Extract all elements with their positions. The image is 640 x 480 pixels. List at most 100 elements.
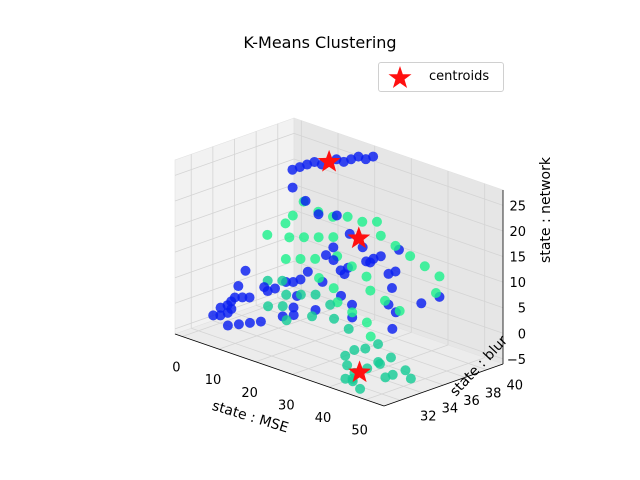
z-tick-label: 10 bbox=[509, 276, 526, 291]
data-point bbox=[343, 323, 354, 334]
data-point bbox=[280, 218, 291, 229]
x-tick-label: 0 bbox=[172, 361, 180, 376]
chart-title: K-Means Clustering bbox=[243, 33, 397, 52]
data-point bbox=[365, 285, 376, 296]
data-point bbox=[295, 289, 306, 300]
data-point bbox=[361, 317, 372, 328]
grid-line-z bbox=[293, 184, 504, 257]
y-tick-label: 32 bbox=[420, 409, 437, 424]
data-point bbox=[287, 210, 298, 221]
data-point bbox=[310, 253, 321, 264]
z-tick-label: 5 bbox=[518, 302, 526, 317]
data-point bbox=[263, 301, 274, 312]
data-point bbox=[259, 282, 270, 293]
data-point bbox=[365, 331, 376, 342]
centroid-marker bbox=[347, 226, 371, 249]
data-point bbox=[325, 299, 336, 310]
data-point bbox=[320, 250, 331, 261]
data-point bbox=[383, 268, 394, 279]
data-point bbox=[215, 302, 226, 313]
data-point bbox=[373, 356, 384, 367]
data-point bbox=[208, 310, 219, 321]
data-point bbox=[244, 317, 255, 328]
z-tick-label: 15 bbox=[509, 251, 526, 266]
grid-line-z bbox=[174, 209, 295, 253]
data-point bbox=[307, 311, 318, 322]
y-tick-label: 38 bbox=[485, 386, 502, 401]
legend-label-centroids: centroids bbox=[429, 69, 490, 84]
data-point bbox=[416, 298, 427, 309]
grid-line-z bbox=[293, 158, 504, 232]
data-point bbox=[342, 360, 353, 371]
data-point bbox=[380, 295, 391, 306]
data-point bbox=[288, 302, 299, 313]
data-point bbox=[340, 373, 351, 384]
data-point bbox=[313, 209, 324, 220]
data-point bbox=[280, 254, 291, 265]
data-point bbox=[385, 352, 396, 363]
data-point bbox=[300, 195, 311, 206]
x-axis-line bbox=[174, 333, 385, 407]
grid-line-z bbox=[174, 260, 295, 304]
data-point bbox=[298, 232, 309, 243]
z-tick-label: 0 bbox=[518, 327, 526, 342]
data-point bbox=[233, 319, 244, 330]
data-point bbox=[357, 242, 368, 253]
grid-line-z bbox=[174, 158, 295, 202]
data-point bbox=[390, 240, 401, 251]
data-point bbox=[373, 339, 384, 350]
data-point bbox=[277, 275, 288, 286]
data-point bbox=[346, 261, 357, 272]
data-point bbox=[430, 287, 441, 298]
data-point bbox=[287, 182, 298, 193]
data-point bbox=[387, 323, 398, 334]
data-point bbox=[357, 216, 368, 227]
data-point bbox=[277, 301, 288, 312]
data-point bbox=[284, 232, 295, 243]
data-point bbox=[262, 229, 273, 240]
grid-line-z bbox=[293, 132, 504, 206]
data-point bbox=[340, 350, 351, 361]
data-point bbox=[371, 216, 382, 227]
data-point bbox=[295, 253, 306, 264]
data-point bbox=[287, 164, 298, 175]
y-tick-label: 40 bbox=[506, 379, 523, 394]
data-point bbox=[394, 305, 405, 316]
data-point bbox=[281, 315, 292, 326]
data-point bbox=[255, 316, 266, 327]
data-point bbox=[400, 365, 411, 376]
data-point bbox=[328, 283, 339, 294]
y-tick-label: 36 bbox=[463, 394, 480, 409]
data-point bbox=[328, 255, 339, 266]
x-tick-label: 50 bbox=[351, 424, 368, 439]
data-point bbox=[215, 310, 226, 321]
data-point bbox=[339, 269, 350, 280]
x-tick-label: 30 bbox=[278, 398, 295, 413]
data-point bbox=[302, 266, 313, 277]
data-point bbox=[419, 261, 430, 272]
x-tick-label: 40 bbox=[315, 411, 332, 426]
centroid-marker bbox=[348, 360, 371, 383]
z-tick-label: 20 bbox=[509, 225, 526, 240]
data-point bbox=[244, 292, 255, 303]
data-point bbox=[386, 283, 397, 294]
data-point bbox=[233, 281, 244, 292]
data-point bbox=[434, 271, 445, 282]
data-point bbox=[329, 313, 340, 324]
grid-line-z bbox=[174, 184, 295, 227]
data-point bbox=[405, 251, 416, 262]
z-tick-label: −5 bbox=[507, 353, 526, 368]
data-point bbox=[328, 242, 339, 253]
centroid-star-icon bbox=[388, 66, 412, 88]
data-point bbox=[240, 265, 251, 276]
data-point bbox=[342, 211, 353, 222]
x-tick-label: 10 bbox=[205, 373, 222, 388]
data-point bbox=[331, 210, 342, 221]
data-point bbox=[347, 307, 358, 318]
grid-line-z bbox=[293, 260, 504, 334]
x-tick-label: 20 bbox=[241, 386, 258, 401]
data-point bbox=[314, 273, 325, 284]
z-axis-label: state : network bbox=[538, 156, 554, 263]
